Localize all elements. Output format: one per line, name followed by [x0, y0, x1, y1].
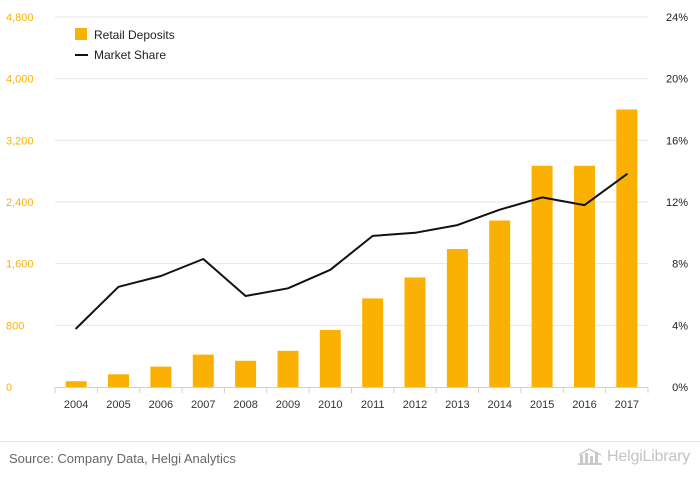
y-right-tick-label: 24%	[666, 12, 688, 24]
y-left-tick-label: 800	[6, 320, 24, 332]
x-tick-label: 2007	[191, 399, 215, 411]
x-tick-label: 2008	[233, 399, 257, 411]
y-right-tick-label: 8%	[672, 259, 688, 271]
bar	[65, 381, 87, 387]
y-left-tick-label: 3,200	[6, 135, 34, 147]
x-tick-label: 2015	[530, 399, 554, 411]
bar	[235, 360, 257, 387]
bar	[108, 374, 129, 387]
x-tick-label: 2004	[64, 399, 88, 411]
bar	[531, 165, 553, 387]
x-tick-label: 2011	[361, 399, 385, 411]
legend: Retail Deposits Market Share	[75, 28, 175, 62]
x-tick-label: 2017	[615, 399, 639, 411]
x-axis-ticks	[54, 387, 649, 393]
brand-name: HelgiLibrary	[607, 448, 690, 465]
x-tick-label: 2014	[488, 399, 512, 411]
y-left-tick-label: 4,800	[6, 12, 34, 24]
y-right-tick-label: 12%	[666, 197, 688, 209]
x-tick-label: 2016	[572, 399, 596, 411]
footer-divider	[0, 441, 700, 442]
y-right-tick-label: 20%	[666, 74, 688, 86]
retail-deposits-bars	[65, 109, 638, 387]
market-share-line	[75, 173, 628, 330]
bar	[574, 165, 595, 387]
x-tick-label: 2005	[106, 399, 130, 411]
legend-label-retail-deposits: Retail Deposits	[94, 28, 175, 42]
bar	[277, 350, 299, 387]
helgi-library-logo: HelgiLibrary	[577, 448, 690, 466]
bar	[446, 249, 468, 387]
y-left-tick-label: 2,400	[6, 197, 34, 209]
bar	[362, 298, 384, 387]
x-tick-label: 2013	[445, 399, 469, 411]
y-left-tick-label: 0	[6, 382, 12, 394]
legend-label-market-share: Market Share	[94, 48, 166, 62]
y-right-tick-label: 4%	[672, 320, 688, 332]
y-right-tick-label: 0%	[672, 382, 688, 394]
y-left-tick-label: 1,600	[6, 259, 34, 271]
y-right-tick-label: 16%	[666, 135, 688, 147]
x-tick-label: 2010	[318, 399, 342, 411]
x-tick-label: 2006	[149, 399, 173, 411]
y-left-tick-label: 4,000	[6, 74, 34, 86]
library-building-icon	[578, 448, 603, 465]
source-note: Source: Company Data, Helgi Analytics	[9, 451, 236, 466]
gridlines	[55, 16, 648, 326]
x-tick-label: 2009	[276, 399, 300, 411]
bar	[319, 330, 341, 387]
x-tick-label: 2012	[403, 399, 427, 411]
bar	[404, 277, 426, 387]
legend-swatch-retail-deposits	[75, 28, 87, 40]
bar	[150, 366, 172, 387]
bar	[616, 109, 638, 387]
bar	[192, 354, 214, 387]
bar	[489, 220, 511, 387]
